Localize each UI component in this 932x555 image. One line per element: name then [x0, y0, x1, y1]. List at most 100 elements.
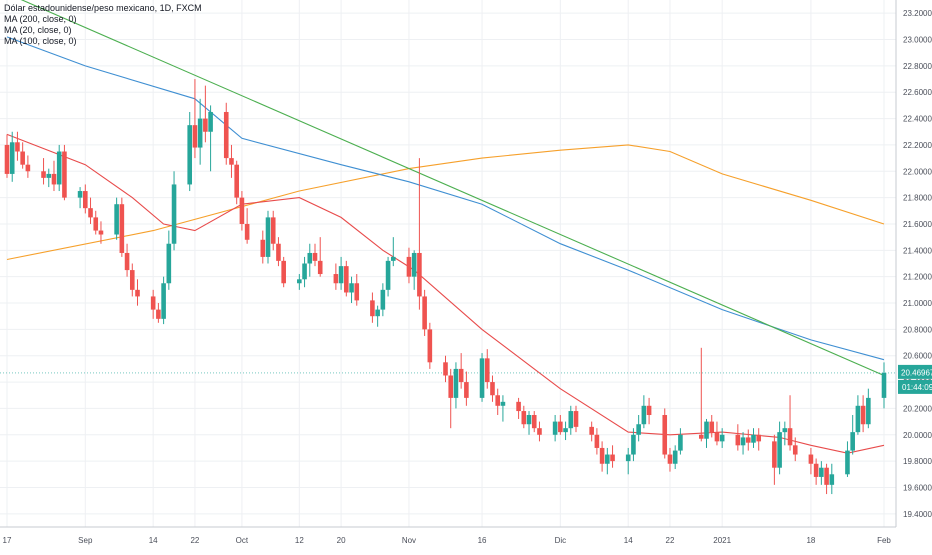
- candle[interactable]: [77, 187, 83, 209]
- legend-ma200[interactable]: MA (200, close, 0): [4, 14, 77, 24]
- candle[interactable]: [829, 463, 835, 495]
- candle[interactable]: [427, 322, 433, 369]
- candle[interactable]: [782, 421, 788, 446]
- candles[interactable]: [4, 79, 887, 495]
- candle[interactable]: [568, 405, 574, 435]
- candle[interactable]: [484, 349, 490, 389]
- candle[interactable]: [124, 243, 130, 277]
- candle[interactable]: [500, 395, 506, 422]
- candle[interactable]: [610, 445, 615, 468]
- candle[interactable]: [558, 415, 563, 435]
- candle[interactable]: [88, 197, 93, 224]
- candle[interactable]: [751, 428, 756, 448]
- candle[interactable]: [698, 347, 704, 442]
- candle[interactable]: [223, 102, 229, 165]
- candle[interactable]: [9, 131, 15, 182]
- candle[interactable]: [704, 418, 709, 448]
- candle[interactable]: [333, 263, 339, 290]
- candle[interactable]: [187, 111, 193, 192]
- candle[interactable]: [192, 79, 198, 159]
- candle[interactable]: [813, 458, 819, 485]
- candle[interactable]: [495, 388, 501, 416]
- candle[interactable]: [62, 144, 67, 201]
- candle[interactable]: [866, 388, 871, 429]
- candle[interactable]: [161, 276, 166, 325]
- candle[interactable]: [25, 155, 31, 178]
- candle[interactable]: [589, 421, 594, 442]
- legend-ma100[interactable]: MA (100, close, 0): [4, 36, 77, 46]
- candle[interactable]: [370, 292, 375, 323]
- candle[interactable]: [417, 158, 422, 310]
- candle[interactable]: [516, 397, 521, 419]
- candle[interactable]: [422, 289, 427, 336]
- candle[interactable]: [41, 158, 46, 185]
- candle[interactable]: [380, 283, 386, 317]
- candle[interactable]: [808, 447, 814, 475]
- candle[interactable]: [51, 160, 57, 192]
- candle[interactable]: [208, 105, 213, 172]
- candle[interactable]: [526, 411, 532, 435]
- candle[interactable]: [490, 375, 495, 402]
- candle[interactable]: [448, 368, 454, 429]
- candle[interactable]: [171, 171, 177, 251]
- candle[interactable]: [845, 441, 850, 477]
- candle[interactable]: [646, 397, 652, 425]
- candle[interactable]: [390, 237, 396, 267]
- candle[interactable]: [563, 421, 568, 441]
- candle[interactable]: [281, 256, 286, 288]
- candle[interactable]: [276, 237, 281, 267]
- candle[interactable]: [93, 210, 99, 235]
- candle[interactable]: [260, 230, 266, 264]
- candle[interactable]: [631, 428, 636, 462]
- candle[interactable]: [229, 144, 234, 178]
- candle[interactable]: [135, 279, 140, 306]
- candle[interactable]: [745, 429, 751, 451]
- candle[interactable]: [662, 408, 668, 459]
- candle[interactable]: [83, 184, 88, 214]
- candle[interactable]: [265, 210, 271, 264]
- candle[interactable]: [819, 461, 824, 485]
- candle[interactable]: [792, 437, 798, 462]
- candle[interactable]: [239, 191, 245, 231]
- candle[interactable]: [302, 256, 307, 288]
- candle[interactable]: [479, 353, 485, 402]
- candle[interactable]: [344, 260, 349, 297]
- candle[interactable]: [667, 447, 673, 472]
- candle[interactable]: [678, 428, 683, 455]
- candle[interactable]: [244, 208, 250, 244]
- candle[interactable]: [714, 421, 720, 446]
- candle[interactable]: [129, 263, 135, 297]
- candle[interactable]: [317, 237, 323, 277]
- candle[interactable]: [203, 85, 208, 143]
- candle[interactable]: [625, 447, 631, 475]
- candle[interactable]: [464, 371, 469, 406]
- candle[interactable]: [197, 98, 203, 165]
- candle[interactable]: [824, 463, 829, 495]
- legend-ma20[interactable]: MA (20, close, 0): [4, 25, 72, 35]
- candle[interactable]: [166, 230, 172, 290]
- candle[interactable]: [709, 415, 715, 438]
- candle[interactable]: [521, 405, 527, 429]
- candle[interactable]: [150, 289, 156, 319]
- candle[interactable]: [338, 256, 344, 290]
- candle[interactable]: [855, 395, 861, 435]
- candle[interactable]: [56, 144, 62, 192]
- candle[interactable]: [406, 247, 412, 284]
- candle[interactable]: [552, 415, 558, 442]
- candle[interactable]: [458, 353, 464, 389]
- candle[interactable]: [307, 243, 313, 277]
- candle[interactable]: [641, 395, 647, 429]
- candle[interactable]: [20, 142, 25, 169]
- candle[interactable]: [537, 421, 542, 442]
- candle[interactable]: [772, 434, 777, 485]
- candle[interactable]: [375, 305, 380, 327]
- candle[interactable]: [411, 250, 417, 290]
- candle[interactable]: [531, 411, 537, 433]
- candle[interactable]: [156, 303, 161, 323]
- candle[interactable]: [735, 424, 741, 451]
- candle[interactable]: [234, 160, 239, 205]
- candle[interactable]: [594, 428, 600, 455]
- candle[interactable]: [46, 168, 52, 188]
